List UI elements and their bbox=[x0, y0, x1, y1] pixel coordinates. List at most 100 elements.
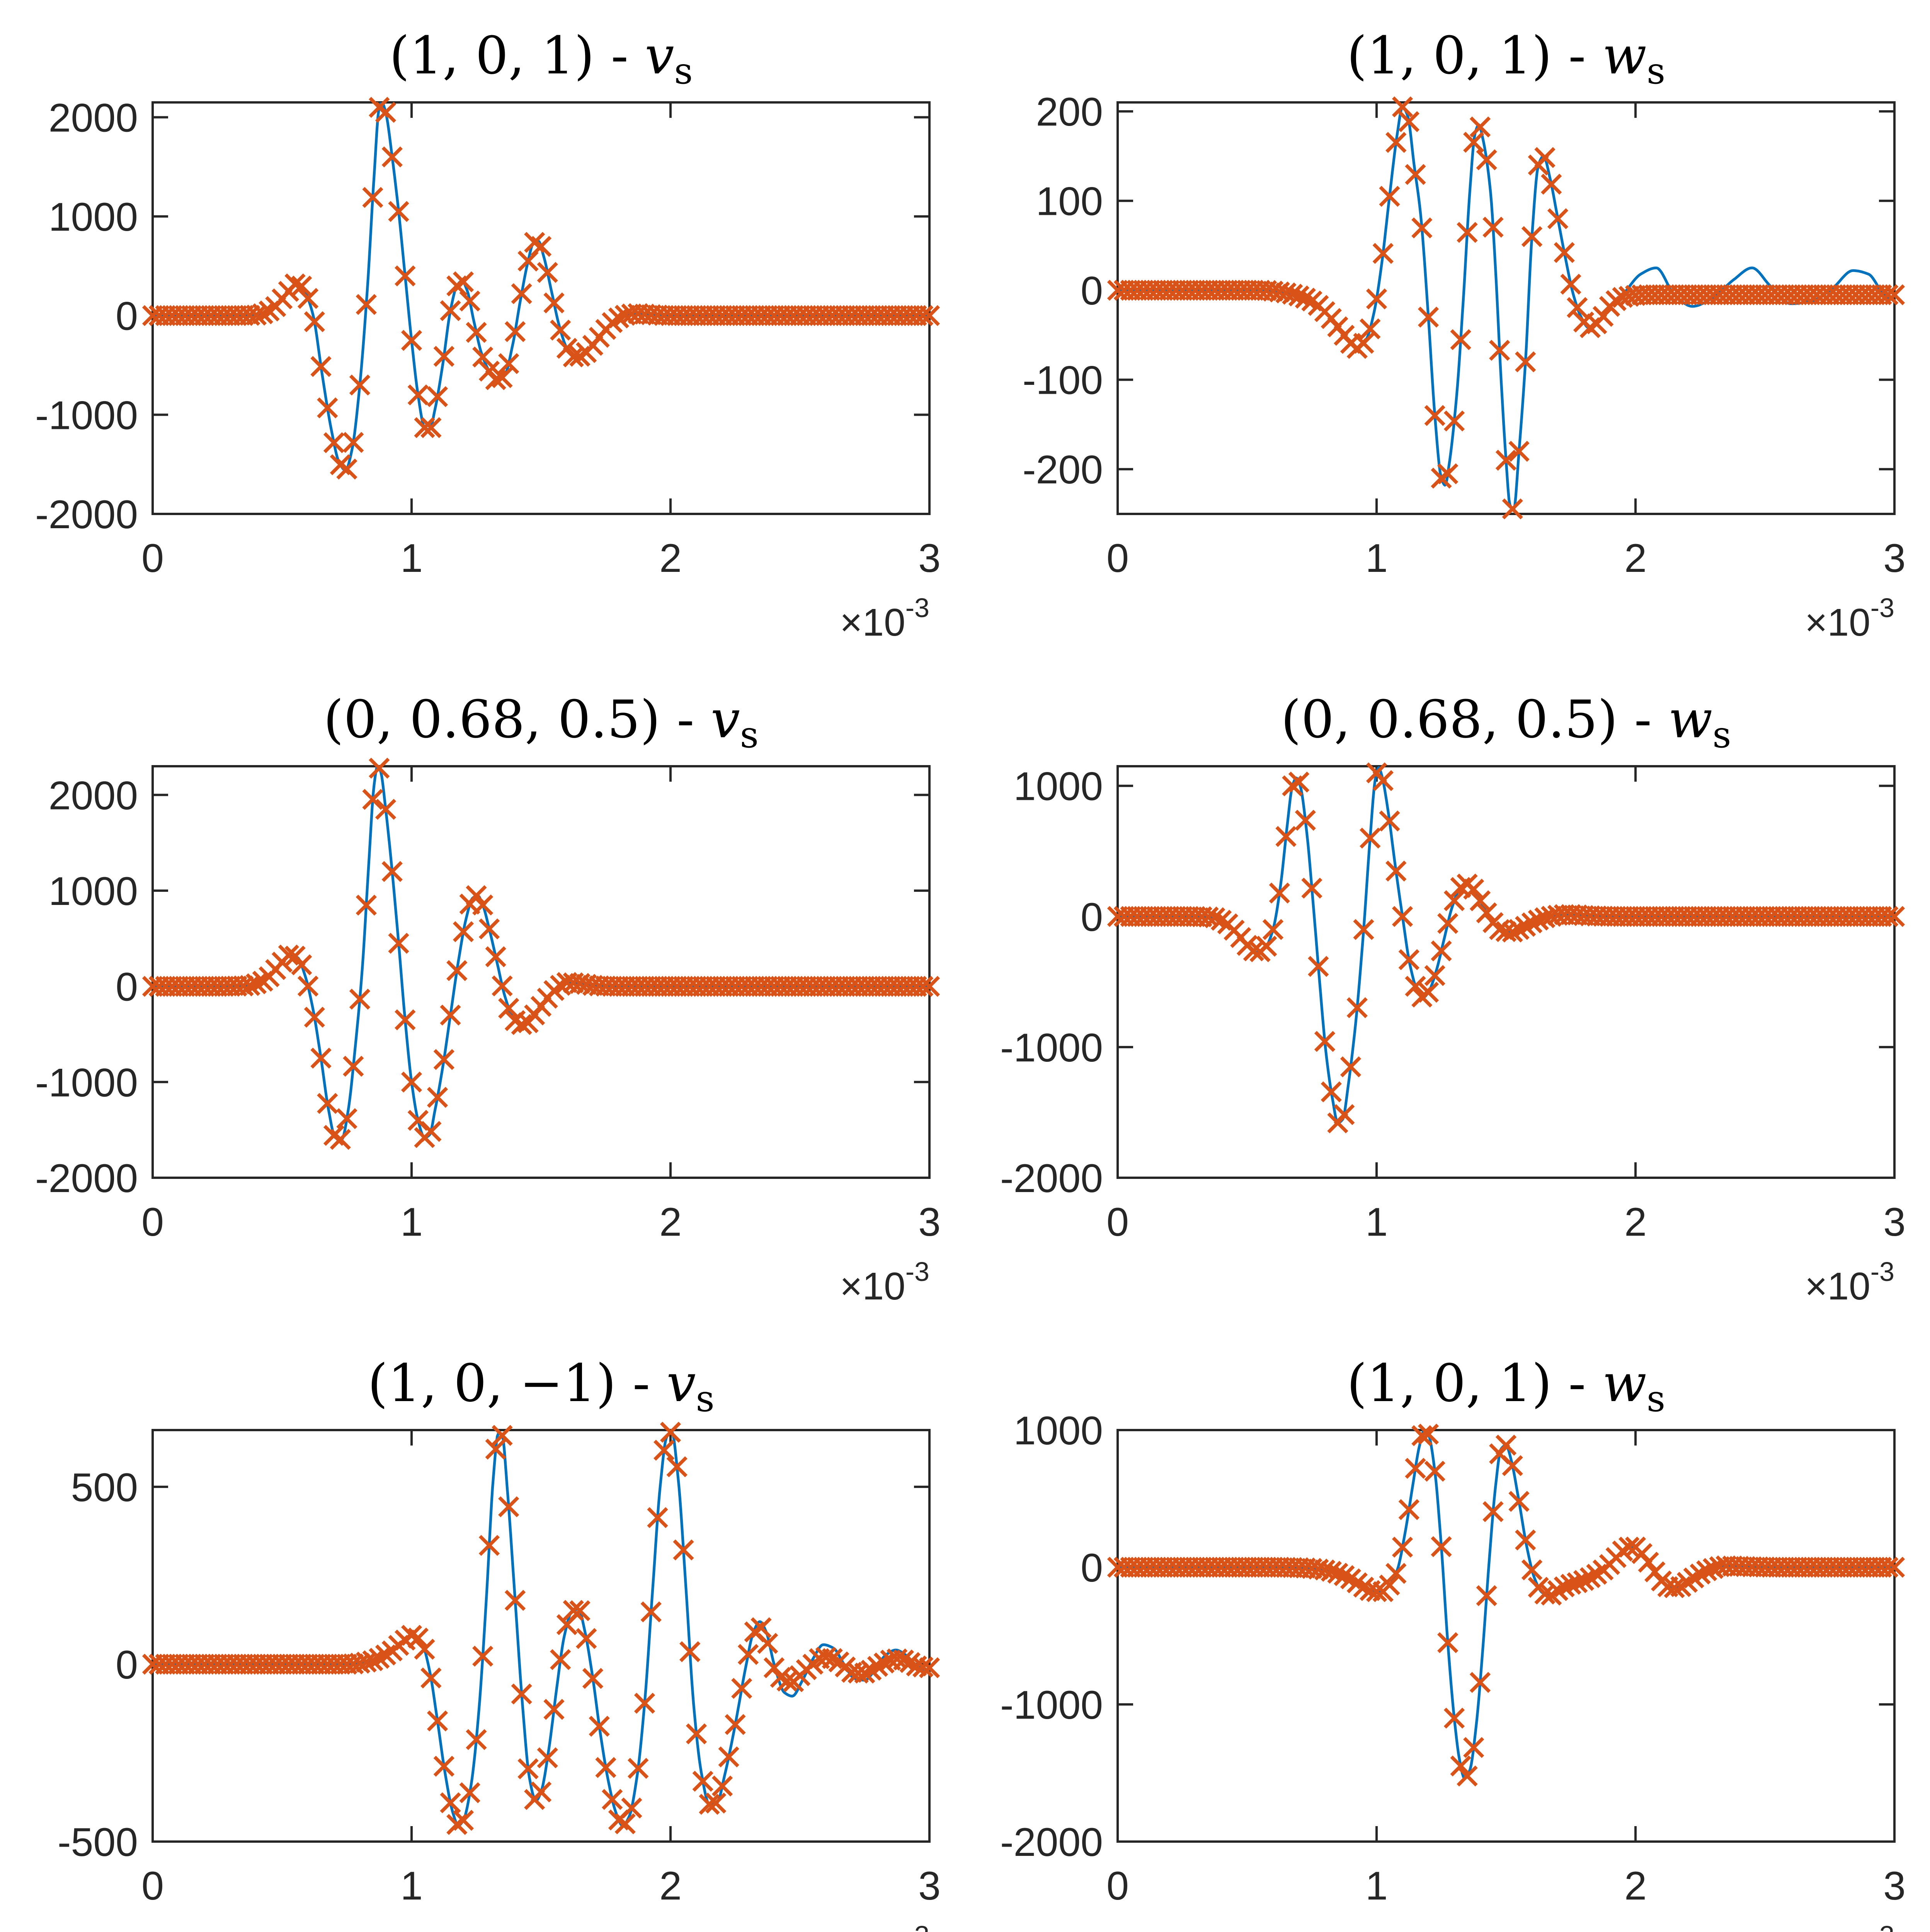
reference-samples bbox=[1107, 762, 1905, 1134]
title-variable: w bbox=[1602, 26, 1647, 86]
x-tick-label: 2 bbox=[1624, 1200, 1647, 1245]
subplot-2-2: 0 1 2 3 -2000 -1000 0 1000 ×10-3 (0, 0.68, 0.5) -… bbox=[965, 664, 1930, 1328]
y-tick-label: 1000 bbox=[49, 869, 138, 914]
x-tick-label: 3 bbox=[918, 1200, 941, 1245]
chart-svg: 0 1 2 3 -2000 -1000 0 1000 2000 ×10-3 (0, 0.68, 0.… bbox=[35, 689, 941, 1308]
x-tick-label: 2 bbox=[1624, 536, 1647, 581]
plot-title: (0, 0.68, 0.5) - vs bbox=[323, 689, 759, 756]
y-tick-label: -2000 bbox=[35, 492, 138, 537]
y-tick-label: 0 bbox=[1081, 1546, 1103, 1590]
title-subscript: s bbox=[1712, 714, 1731, 756]
title-variable: v bbox=[667, 1353, 696, 1413]
title-coords: (1, 0, 1) - bbox=[389, 26, 645, 86]
y-tick-label: 0 bbox=[1081, 895, 1103, 940]
plot-title: (1, 0, 1) - ws bbox=[1347, 1353, 1665, 1420]
y-tick-label: -2000 bbox=[1000, 1820, 1103, 1865]
y-tick-label: -1000 bbox=[35, 393, 138, 438]
reference-samples bbox=[142, 757, 940, 1150]
plot-title: (1, 0, 1) - ws bbox=[1347, 26, 1665, 92]
title-variable: v bbox=[645, 26, 674, 86]
subplot-2-1: 0 1 2 3 -2000 -1000 0 1000 2000 ×10-3 (0, 0.68, 0.… bbox=[0, 664, 965, 1328]
y-tick-label: -1000 bbox=[1000, 1683, 1103, 1728]
title-variable: w bbox=[1668, 689, 1713, 750]
title-variable: v bbox=[711, 689, 740, 750]
plot-title: (1, 0, 1) - vs bbox=[389, 26, 693, 92]
title-subscript: s bbox=[1647, 50, 1665, 92]
chart-svg: 0 1 2 3 -200 -100 0 100 200 ×10-3 (1, 0, 1) - ws bbox=[1023, 26, 1906, 644]
y-tick-label: -1000 bbox=[35, 1060, 138, 1105]
x-tick-label: 2 bbox=[659, 1864, 682, 1908]
y-tick-label: 200 bbox=[1036, 90, 1103, 134]
title-subscript: s bbox=[674, 50, 693, 92]
x-tick-label: 3 bbox=[1883, 536, 1906, 581]
plot-title: (0, 0.68, 0.5) - ws bbox=[1281, 689, 1731, 756]
title-variable: w bbox=[1602, 1353, 1647, 1413]
title-coords: (1, 0, −1) - bbox=[368, 1353, 666, 1413]
x-exponent-label: ×10-3 bbox=[1805, 1920, 1894, 1932]
x-tick-label: 0 bbox=[1106, 1864, 1129, 1908]
subplot-3-2: 0 1 2 3 -2000 -1000 0 1000 ×10-3 (1, 0, 1) - ws bbox=[965, 1328, 1930, 1932]
numerical-solution-line bbox=[153, 766, 929, 1141]
x-tick-label: 1 bbox=[1365, 536, 1388, 581]
title-subscript: s bbox=[1647, 1378, 1665, 1420]
axes-box bbox=[151, 1429, 931, 1843]
y-tick-label: 2000 bbox=[49, 96, 138, 141]
x-tick-label: 3 bbox=[918, 536, 941, 581]
x-tick-label: 2 bbox=[659, 1200, 682, 1245]
x-tick-label: 1 bbox=[1365, 1200, 1388, 1245]
title-subscript: s bbox=[696, 1378, 714, 1420]
reference-samples bbox=[1107, 1423, 1905, 1787]
subplot-1-1: 0 1 2 3 -2000 -1000 0 1000 2000 ×10-3 (1, 0, 1) - … bbox=[0, 0, 965, 664]
axes-box bbox=[1116, 765, 1896, 1179]
subplot-1-2: 0 1 2 3 -200 -100 0 100 200 ×10-3 (1, 0, 1) - ws bbox=[965, 0, 1930, 664]
y-tick-label: 2000 bbox=[49, 773, 138, 818]
x-exponent-label: ×10-3 bbox=[1805, 1257, 1894, 1308]
reference-samples bbox=[142, 1422, 940, 1835]
y-tick-label: 500 bbox=[71, 1465, 138, 1510]
y-tick-label: 1000 bbox=[1014, 764, 1103, 809]
chart-svg: 0 1 2 3 -2000 -1000 0 1000 2000 ×10-3 (1, 0, 1) - … bbox=[35, 26, 941, 644]
x-tick-label: 1 bbox=[1365, 1864, 1388, 1908]
x-exponent-label: ×10-3 bbox=[840, 1257, 929, 1308]
numerical-solution-line bbox=[153, 102, 929, 472]
title-coords: (0, 0.68, 0.5) - bbox=[1281, 689, 1668, 750]
numerical-solution-line bbox=[1118, 1430, 1894, 1780]
x-tick-label: 3 bbox=[1883, 1200, 1906, 1245]
x-tick-label: 0 bbox=[1106, 536, 1129, 581]
y-tick-label: 0 bbox=[116, 1643, 138, 1687]
y-tick-label: 0 bbox=[116, 965, 138, 1010]
title-subscript: s bbox=[740, 714, 759, 756]
x-tick-label: 0 bbox=[141, 536, 164, 581]
x-exponent-label: ×10-3 bbox=[840, 1920, 929, 1932]
x-tick-label: 0 bbox=[1106, 1200, 1129, 1245]
y-tick-label: -500 bbox=[58, 1820, 138, 1865]
y-tick-label: -100 bbox=[1023, 358, 1103, 403]
y-tick-label: 1000 bbox=[49, 195, 138, 240]
x-exponent-label: ×10-3 bbox=[1805, 593, 1894, 644]
y-tick-label: 1000 bbox=[1014, 1408, 1103, 1453]
axes-box bbox=[151, 765, 931, 1179]
reference-samples bbox=[142, 97, 940, 480]
y-tick-label: 0 bbox=[1081, 269, 1103, 313]
y-tick-label: -1000 bbox=[1000, 1026, 1103, 1070]
reference-samples bbox=[1107, 96, 1905, 520]
x-tick-label: 0 bbox=[141, 1200, 164, 1245]
y-tick-label: 100 bbox=[1036, 179, 1103, 224]
y-tick-label: -2000 bbox=[1000, 1156, 1103, 1201]
title-coords: (1, 0, 1) - bbox=[1347, 26, 1602, 86]
numerical-solution-line bbox=[1118, 105, 1894, 511]
y-tick-label: -2000 bbox=[35, 1156, 138, 1201]
title-coords: (0, 0.68, 0.5) - bbox=[323, 689, 711, 750]
x-tick-label: 2 bbox=[659, 536, 682, 581]
plot-title: (1, 0, −1) - vs bbox=[368, 1353, 714, 1420]
x-tick-label: 1 bbox=[400, 1864, 423, 1908]
y-tick-label: 0 bbox=[116, 294, 138, 339]
x-tick-label: 0 bbox=[141, 1864, 164, 1908]
x-tick-label: 3 bbox=[1883, 1864, 1906, 1908]
title-coords: (1, 0, 1) - bbox=[1347, 1353, 1602, 1413]
chart-svg: 0 1 2 3 -2000 -1000 0 1000 ×10-3 (1, 0, 1) - ws bbox=[1000, 1353, 1906, 1932]
x-tick-label: 1 bbox=[400, 536, 423, 581]
